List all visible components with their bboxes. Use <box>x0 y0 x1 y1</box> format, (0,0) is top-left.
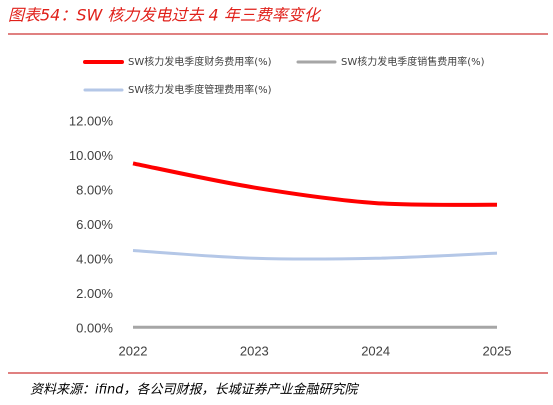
legend-label: SW核力发电季度管理费用率(%) <box>128 83 272 96</box>
chart-title: 图表54：SW 核力发电过去 4 年三费率变化 <box>8 6 322 25</box>
y-tick-label: 2.00% <box>76 286 113 301</box>
legend-label: SW核力发电季度财务费用率(%) <box>128 55 272 68</box>
y-tick-label: 10.00% <box>69 148 114 163</box>
y-tick-label: 4.00% <box>76 251 113 266</box>
series-line <box>132 161 498 207</box>
y-tick-label: 6.00% <box>76 217 113 232</box>
x-tick-label: 2023 <box>240 343 269 358</box>
series-line <box>132 249 498 261</box>
x-tick-label: 2024 <box>361 343 390 358</box>
x-tick-label: 2025 <box>483 343 512 358</box>
source-note: 资料来源：ifind，各公司财报，长城证券产业金融研究院 <box>30 382 360 398</box>
y-tick-label: 8.00% <box>76 182 113 197</box>
y-tick-label: 0.00% <box>76 320 113 335</box>
y-tick-label: 12.00% <box>69 113 114 128</box>
x-tick-label: 2022 <box>119 343 148 358</box>
legend-label: SW核力发电季度销售费用率(%) <box>341 55 485 68</box>
